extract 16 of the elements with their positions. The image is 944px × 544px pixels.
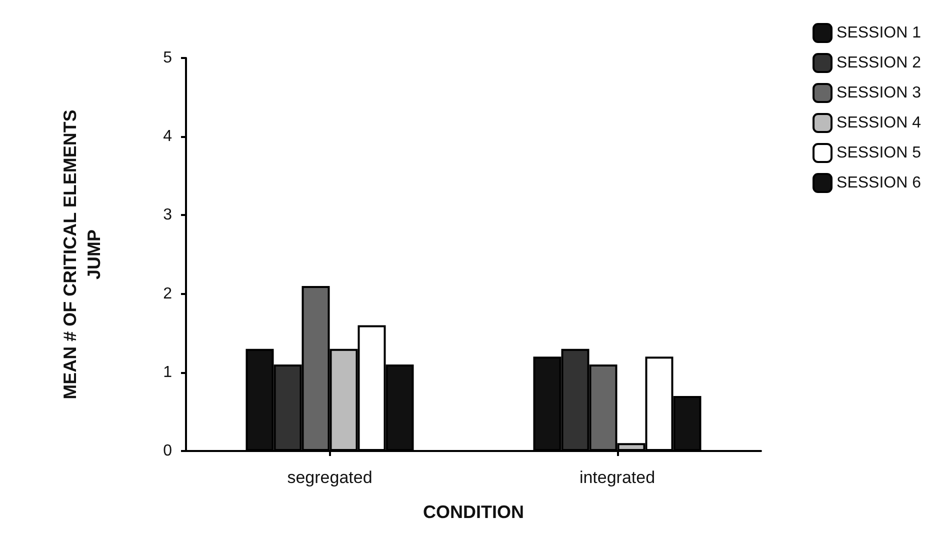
y-tick-label: 1 [163,364,172,381]
y-tick-label: 0 [163,442,172,460]
x-tick-label: segregated [287,468,372,487]
x-tick-label: integrated [579,468,656,487]
legend-label: SESSION 4 [836,114,922,132]
y-tick-label: 2 [163,285,172,302]
legend-label: SESSION 2 [836,54,922,72]
y-axis-title: MEAN # OF CRITICAL ELEMENTS JUMP [60,110,104,400]
legend-label: SESSION 5 [836,144,922,162]
x-axis-title: CONDITION [423,502,524,522]
y-tick-label: 4 [163,128,172,146]
legend-label: SESSION 3 [836,84,922,102]
legend-label: SESSION 1 [836,24,922,42]
y-tick-label: 3 [163,206,172,224]
y-tick-label: 5 [163,50,172,66]
legend-label: SESSION 6 [836,174,922,192]
